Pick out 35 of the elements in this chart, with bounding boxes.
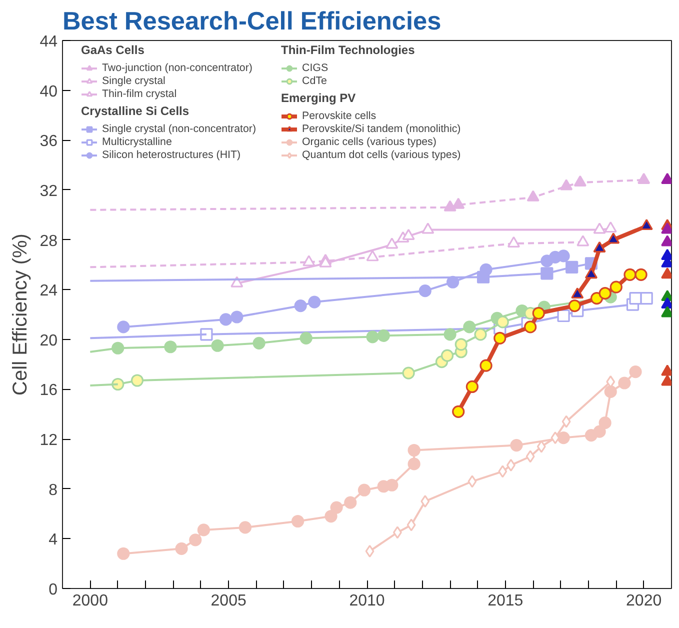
- legend-label: Thin-film crystal: [102, 88, 177, 100]
- y-tick-label: 12: [40, 432, 58, 450]
- annotation: GaAs Cells: [81, 43, 146, 57]
- y-tick-label: 20: [40, 332, 58, 350]
- y-tick-label: 8: [48, 482, 58, 499]
- legend-label: Single crystal (non-concentrator): [102, 123, 256, 135]
- y-axis-title: Cell Efficiency (%): [10, 234, 32, 396]
- x-tick-label: 2005: [210, 592, 246, 610]
- legend-label: Silicon heterostructures (HIT): [102, 149, 241, 161]
- y-tick-label: 24: [40, 282, 58, 300]
- y-tick-label: 32: [40, 182, 58, 200]
- y-tick-label: 4: [48, 532, 58, 549]
- legend-label: Two-junction (non-concentrator): [102, 62, 252, 74]
- legend-label: Perovskite/Si tandem (monolithic): [302, 123, 461, 135]
- chart-title: Best Research-Cell Efficiencies: [62, 8, 442, 36]
- annotation: Emerging PV: [281, 91, 357, 105]
- legend-label: Perovskite cells: [302, 110, 376, 122]
- y-tick-label: 16: [40, 382, 58, 400]
- y-tick-label: 0: [48, 582, 58, 598]
- legend-label: Single crystal: [102, 75, 166, 87]
- x-tick-label: 2010: [349, 592, 385, 610]
- x-tick-label: 2000: [72, 592, 108, 610]
- x-tick-label: 2015: [488, 592, 524, 610]
- legend-label: CIGS: [302, 62, 328, 74]
- y-tick-label: 40: [40, 83, 58, 100]
- annotation: Thin-Film Technologies: [281, 43, 415, 57]
- y-tick-label: 36: [40, 133, 58, 150]
- legend-label: Organic cells (various types): [302, 136, 436, 148]
- legend-label: Quantum dot cells (various types): [302, 149, 461, 161]
- legend-label: CdTe: [302, 75, 327, 87]
- y-tick-label: 28: [40, 232, 58, 250]
- y-tick-label: 44: [40, 34, 58, 50]
- legend-label: Multicrystalline: [102, 136, 172, 148]
- x-tick-label: 2020: [626, 592, 662, 610]
- annotation: Crystalline Si Cells: [81, 104, 190, 118]
